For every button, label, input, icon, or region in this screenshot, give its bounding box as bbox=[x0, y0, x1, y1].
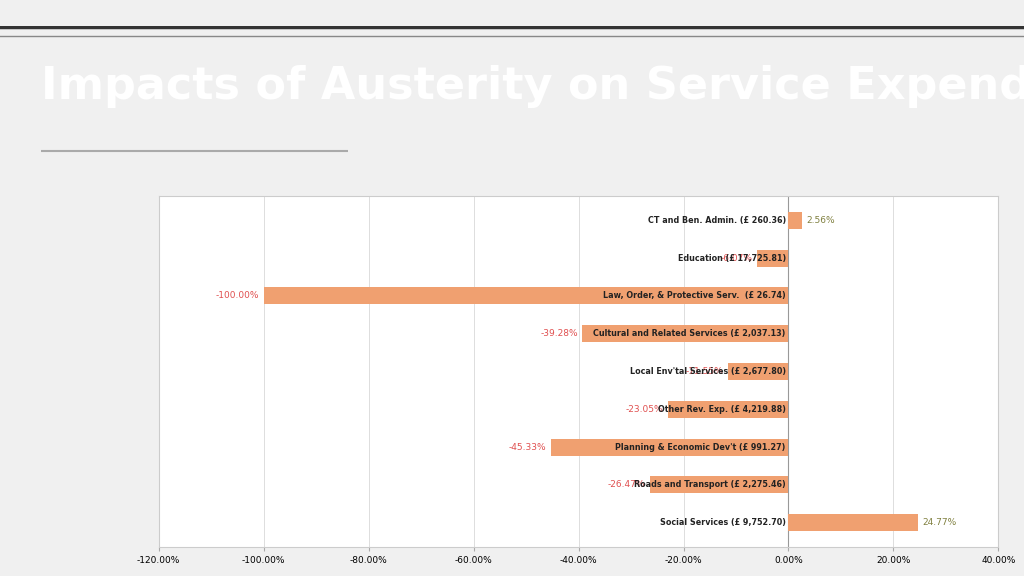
Text: Education (£ 17,725.81): Education (£ 17,725.81) bbox=[678, 253, 785, 263]
Text: 2.56%: 2.56% bbox=[806, 216, 835, 225]
Text: -6.07%: -6.07% bbox=[721, 253, 753, 263]
Bar bbox=[668, 401, 788, 418]
Text: Planning & Economic Dev't (£ 991.27): Planning & Economic Dev't (£ 991.27) bbox=[615, 442, 785, 452]
Text: Local Env'tal Services (£ 2,677.80): Local Env'tal Services (£ 2,677.80) bbox=[630, 367, 785, 376]
Text: Impacts of Austerity on Service Expenditure: Impacts of Austerity on Service Expendit… bbox=[41, 65, 1024, 108]
Bar bbox=[649, 476, 788, 494]
Text: -39.28%: -39.28% bbox=[541, 329, 579, 338]
Bar bbox=[757, 249, 788, 267]
Text: Other Rev. Exp. (£ 4,219.88): Other Rev. Exp. (£ 4,219.88) bbox=[657, 405, 785, 414]
Text: -11.55%: -11.55% bbox=[686, 367, 724, 376]
Bar bbox=[788, 212, 802, 229]
Text: Roads and Transport (£ 2,275.46): Roads and Transport (£ 2,275.46) bbox=[634, 480, 785, 490]
Text: -26.47%: -26.47% bbox=[608, 480, 645, 490]
Bar bbox=[583, 325, 788, 342]
Text: Law, Order, & Protective Serv.  (£ 26.74): Law, Order, & Protective Serv. (£ 26.74) bbox=[603, 291, 785, 301]
Text: 24.77%: 24.77% bbox=[923, 518, 956, 527]
Bar bbox=[788, 514, 919, 531]
Text: Social Services (£ 9,752.70): Social Services (£ 9,752.70) bbox=[659, 518, 785, 527]
Text: -100.00%: -100.00% bbox=[216, 291, 259, 301]
Bar bbox=[263, 287, 788, 305]
Bar bbox=[551, 438, 788, 456]
Text: Cultural and Related Services (£ 2,037.13): Cultural and Related Services (£ 2,037.1… bbox=[594, 329, 785, 338]
Text: CT and Ben. Admin. (£ 260.36): CT and Ben. Admin. (£ 260.36) bbox=[647, 216, 785, 225]
Text: -23.05%: -23.05% bbox=[626, 405, 664, 414]
Bar bbox=[728, 363, 788, 380]
Text: -45.33%: -45.33% bbox=[509, 442, 547, 452]
